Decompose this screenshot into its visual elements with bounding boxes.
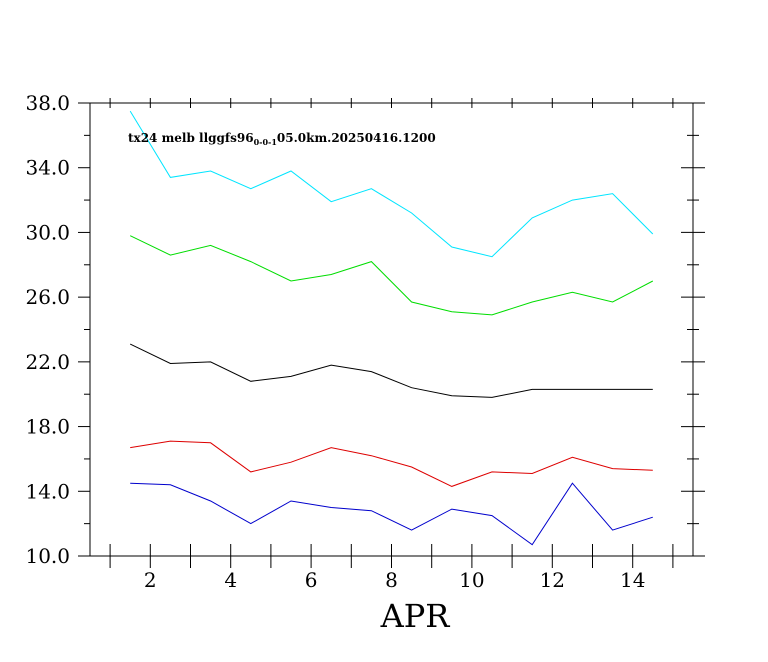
- series-lines: [129, 110, 654, 546]
- y-tick-label: 22.0: [25, 350, 70, 374]
- y-tick-label: 38.0: [25, 91, 70, 115]
- series-line-5: [130, 482, 653, 546]
- x-tick-label: 4: [224, 568, 237, 592]
- x-tick-label: 12: [540, 568, 565, 592]
- plot-frame: [89, 102, 694, 557]
- axis-ticks: [78, 98, 705, 568]
- annotation-subscript: 0-0-1: [254, 137, 277, 147]
- x-tick-label: 2: [144, 568, 157, 592]
- y-tick-label: 10.0: [25, 544, 70, 568]
- y-tick-label: 30.0: [25, 220, 70, 244]
- y-tick-label: 18.0: [25, 415, 70, 439]
- x-tick-label: 8: [385, 568, 398, 592]
- annotation-prefix: tx24 melb llggfs96: [128, 131, 254, 145]
- series-line-4: [130, 440, 653, 487]
- series-line-1: [129, 110, 654, 258]
- x-tick-label: 14: [620, 568, 645, 592]
- annotation-suffix: 05.0km.20250416.1200: [277, 131, 436, 145]
- series-line-2: [129, 235, 654, 316]
- x-axis-label: APR: [380, 597, 451, 635]
- y-tick-label: 34.0: [25, 156, 70, 180]
- series-line-3: [129, 343, 653, 398]
- chart-annotation: tx24 melb llggfs960-0-105.0km.20250416.1…: [128, 131, 436, 147]
- y-tick-label: 14.0: [25, 479, 70, 503]
- axis-tick-labels: 10.0 14.0 18.0 22.0 26.0 30.0 34.0 38.0 2 4 6 8 10 12…: [25, 91, 645, 592]
- x-tick-label: 10: [459, 568, 484, 592]
- x-tick-label: 6: [305, 568, 318, 592]
- y-tick-label: 26.0: [25, 285, 70, 309]
